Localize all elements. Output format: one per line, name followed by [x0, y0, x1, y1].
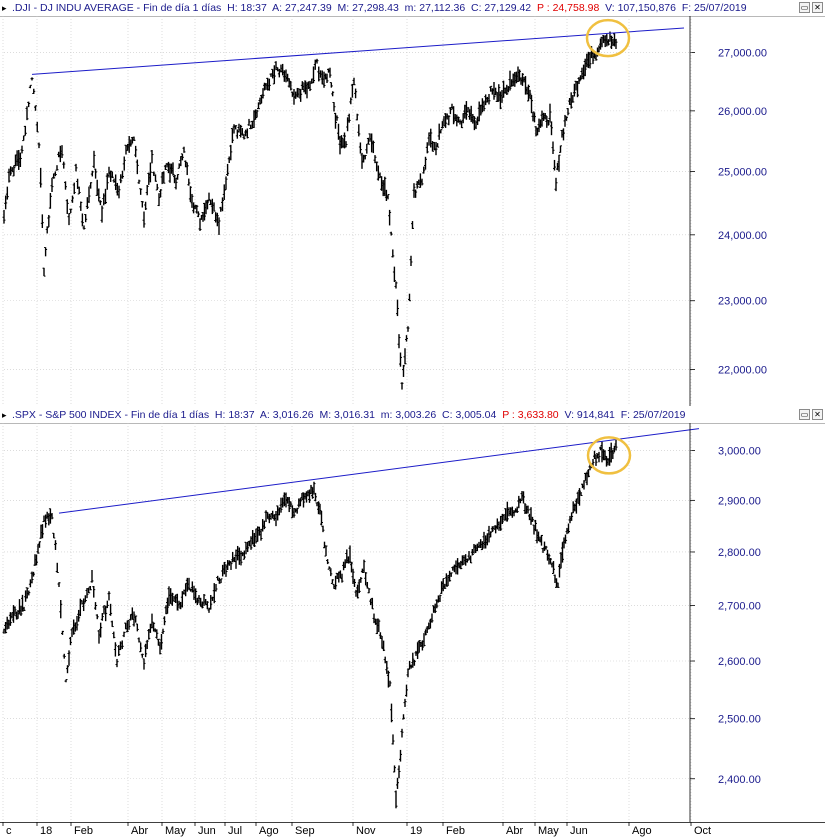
spx-y-tick-label: 2,400.00: [718, 774, 761, 786]
dji-highlight-circle: [585, 18, 631, 58]
spx-high: M: 3,016.31: [319, 409, 375, 421]
spx-title-bar: ▸ .SPX - S&P 500 INDEX - Fin de día 1 día…: [0, 407, 825, 424]
dji-trendline: [31, 27, 685, 75]
spx-series-name: .SPX - S&P 500 INDEX - Fin de día 1 días: [12, 409, 210, 421]
date-tick-label: Ago: [259, 825, 279, 837]
spx-close-button[interactable]: ✕: [812, 409, 823, 420]
spx-time: H: 18:37: [214, 409, 255, 421]
dji-p-value: P : 24,758.98: [537, 2, 600, 14]
dji-restore-button[interactable]: ▭: [799, 2, 810, 13]
date-tick-label: Feb: [74, 825, 93, 837]
dji-y-tick-label: 22,000.00: [718, 365, 767, 377]
dji-volume: V: 107,150,876: [605, 2, 676, 14]
dji-open: A: 27,247.39: [272, 2, 332, 14]
spx-y-tick-label: 3,000.00: [718, 445, 761, 457]
date-tick-label: Abr: [506, 825, 523, 837]
spx-y-tick-label: 2,800.00: [718, 547, 761, 559]
date-tick-label: Jun: [198, 825, 216, 837]
spx-volume: V: 914,841: [564, 409, 615, 421]
dji-close-button[interactable]: ✕: [812, 2, 823, 13]
spx-restore-button[interactable]: ▭: [799, 409, 810, 420]
dji-caret-icon[interactable]: ▸: [2, 3, 7, 13]
date-tick-label: Feb: [446, 825, 465, 837]
date-tick-label: Abr: [131, 825, 148, 837]
dji-y-tick-label: 24,000.00: [718, 230, 767, 242]
dji-title-bar: ▸ .DJI - DJ INDU AVERAGE - Fin de día 1 d…: [0, 0, 825, 17]
spx-y-tick-label: 2,600.00: [718, 656, 761, 668]
date-tick-label: 19: [410, 825, 422, 837]
spx-date: F: 25/07/2019: [620, 409, 686, 421]
spx-open: A: 3,016.26: [259, 409, 314, 421]
spx-y-tick-label: 2,900.00: [718, 495, 761, 507]
dji-series-name: .DJI - DJ INDU AVERAGE - Fin de día 1 dí…: [12, 2, 222, 14]
dji-chart-panel: ▸ .DJI - DJ INDU AVERAGE - Fin de día 1 d…: [0, 0, 825, 406]
dji-time: H: 18:37: [227, 2, 267, 14]
spx-y-tick-label: 2,700.00: [718, 600, 761, 612]
date-tick-label: Oct: [694, 825, 711, 837]
dji-y-tick-label: 25,000.00: [718, 167, 767, 179]
date-tick-label: Jul: [228, 825, 242, 837]
dji-high: M: 27,298.43: [337, 2, 399, 14]
spx-chart-panel: ▸ .SPX - S&P 500 INDEX - Fin de día 1 día…: [0, 407, 825, 822]
spx-caret-icon[interactable]: ▸: [2, 410, 7, 420]
spx-y-tick-label: 2,500.00: [718, 714, 761, 726]
date-tick-label: May: [165, 825, 186, 837]
date-tick-label: 18: [40, 825, 52, 837]
dji-plot: 27,000.00 26,000.00 25,000.00 24,000.00 23,0…: [2, 16, 767, 406]
date-tick-label: Jun: [570, 825, 588, 837]
date-tick-label: c: [6, 825, 12, 837]
dji-close: C: 27,129.42: [471, 2, 532, 14]
spx-plot: 3,000.00 2,900.00 2,800.00 2,700.00 2,600.00…: [2, 423, 761, 822]
date-tick-label: Sep: [295, 825, 315, 837]
dji-y-tick-label: 23,000.00: [718, 296, 767, 308]
date-axis: c 18 Feb Abr May Jun Jul Ago Sep Nov 19 Feb Abr May Ju…: [0, 822, 825, 837]
spx-highlight-circle: [586, 436, 632, 475]
date-tick-label: Ago: [632, 825, 652, 837]
spx-low: m: 3,003.26: [380, 409, 437, 421]
date-tick-label: May: [538, 825, 559, 837]
dji-y-tick-label: 27,000.00: [718, 47, 767, 59]
dji-low: m: 27,112.36: [404, 2, 466, 14]
spx-close: C: 3,005.04: [442, 409, 497, 421]
spx-p-value: P : 3,633.80: [502, 409, 559, 421]
date-tick-label: Nov: [356, 825, 376, 837]
dji-y-tick-label: 26,000.00: [718, 106, 767, 118]
dji-date: F: 25/07/2019: [681, 2, 747, 14]
